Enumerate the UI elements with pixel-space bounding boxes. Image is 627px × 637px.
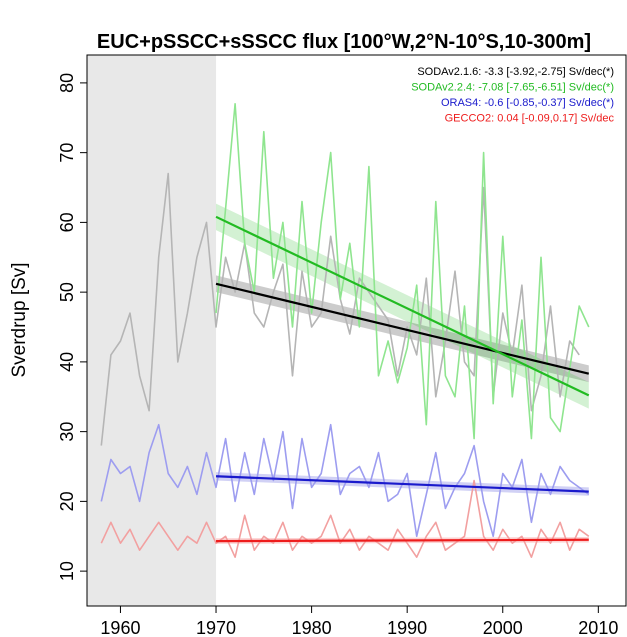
x-tick-label: 2010 [578, 618, 618, 637]
trend-line-gecco2 [216, 538, 589, 543]
legend: SODAv2.1.6: -3.3 [-3.92,-2.75] Sv/dec(*)… [411, 66, 614, 125]
series-line-oras4 [100, 423, 590, 538]
x-tick-label: 1960 [100, 618, 140, 637]
legend-entry-gecco2: GECCO2: 0.04 [-0.09,0.17] Sv/dec [445, 113, 615, 125]
y-tick-label: 40 [57, 352, 77, 372]
legend-entry-sodav2-1-6: SODAv2.1.6: -3.3 [-3.92,-2.75] Sv/dec(*) [417, 66, 614, 78]
y-tick-label: 20 [57, 491, 77, 511]
trend-line-sodav2-2-4 [215, 215, 590, 397]
x-tick-label: 1970 [196, 618, 236, 637]
y-tick-label: 60 [57, 212, 77, 232]
legend-entry-sodav2-2-4: SODAv2.2.4: -7.08 [-7.65,-6.51] Sv/dec(*… [411, 82, 614, 94]
x-tick-label: 2000 [483, 618, 523, 637]
shaded-period [87, 55, 217, 606]
plot-area [86, 54, 627, 607]
y-tick-label: 80 [57, 73, 77, 93]
y-tick-label: 50 [57, 282, 77, 302]
x-tick-label: 1980 [292, 618, 332, 637]
series-line-sodav2-2-4 [215, 103, 590, 440]
y-axis-label: Sverdrup [Sv] [9, 262, 30, 377]
y-tick-label: 30 [57, 422, 77, 442]
y-tick-label: 70 [57, 143, 77, 163]
series-line-gecco2 [100, 479, 590, 559]
x-tick-label: 1990 [387, 618, 427, 637]
chart-title: EUC+pSSCC+sSSCC flux [100°W,2°N-10°S,10-… [97, 31, 591, 53]
y-tick-label: 10 [57, 561, 77, 581]
plot-frame [86, 54, 627, 607]
trend-line-oras4 [215, 475, 589, 493]
trend-line-sodav2-1-6 [215, 282, 590, 375]
legend-entry-oras4: ORAS4: -0.6 [-0.85,-0.37] Sv/dec(*) [441, 97, 614, 109]
